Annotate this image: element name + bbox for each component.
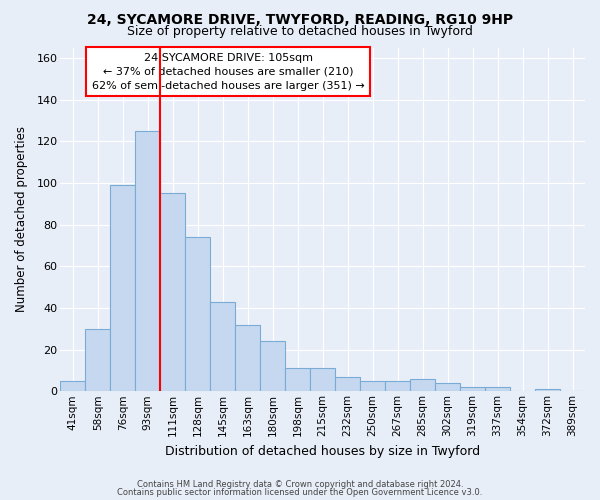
Bar <box>160 194 185 392</box>
Bar <box>235 324 260 392</box>
Y-axis label: Number of detached properties: Number of detached properties <box>15 126 28 312</box>
Bar <box>60 381 85 392</box>
Bar <box>210 302 235 392</box>
Bar <box>85 329 110 392</box>
Bar <box>385 381 410 392</box>
Bar <box>460 387 485 392</box>
Bar <box>110 185 135 392</box>
Text: 24 SYCAMORE DRIVE: 105sqm
← 37% of detached houses are smaller (210)
62% of semi: 24 SYCAMORE DRIVE: 105sqm ← 37% of detac… <box>92 52 365 90</box>
X-axis label: Distribution of detached houses by size in Twyford: Distribution of detached houses by size … <box>165 444 480 458</box>
Bar <box>535 389 560 392</box>
Bar <box>435 383 460 392</box>
Bar <box>410 379 435 392</box>
Bar <box>185 237 210 392</box>
Bar <box>260 342 285 392</box>
Bar <box>310 368 335 392</box>
Bar <box>360 381 385 392</box>
Bar <box>335 376 360 392</box>
Text: Size of property relative to detached houses in Twyford: Size of property relative to detached ho… <box>127 25 473 38</box>
Bar <box>285 368 310 392</box>
Text: Contains HM Land Registry data © Crown copyright and database right 2024.: Contains HM Land Registry data © Crown c… <box>137 480 463 489</box>
Bar <box>135 131 160 392</box>
Text: 24, SYCAMORE DRIVE, TWYFORD, READING, RG10 9HP: 24, SYCAMORE DRIVE, TWYFORD, READING, RG… <box>87 12 513 26</box>
Text: Contains public sector information licensed under the Open Government Licence v3: Contains public sector information licen… <box>118 488 482 497</box>
Bar <box>485 387 510 392</box>
